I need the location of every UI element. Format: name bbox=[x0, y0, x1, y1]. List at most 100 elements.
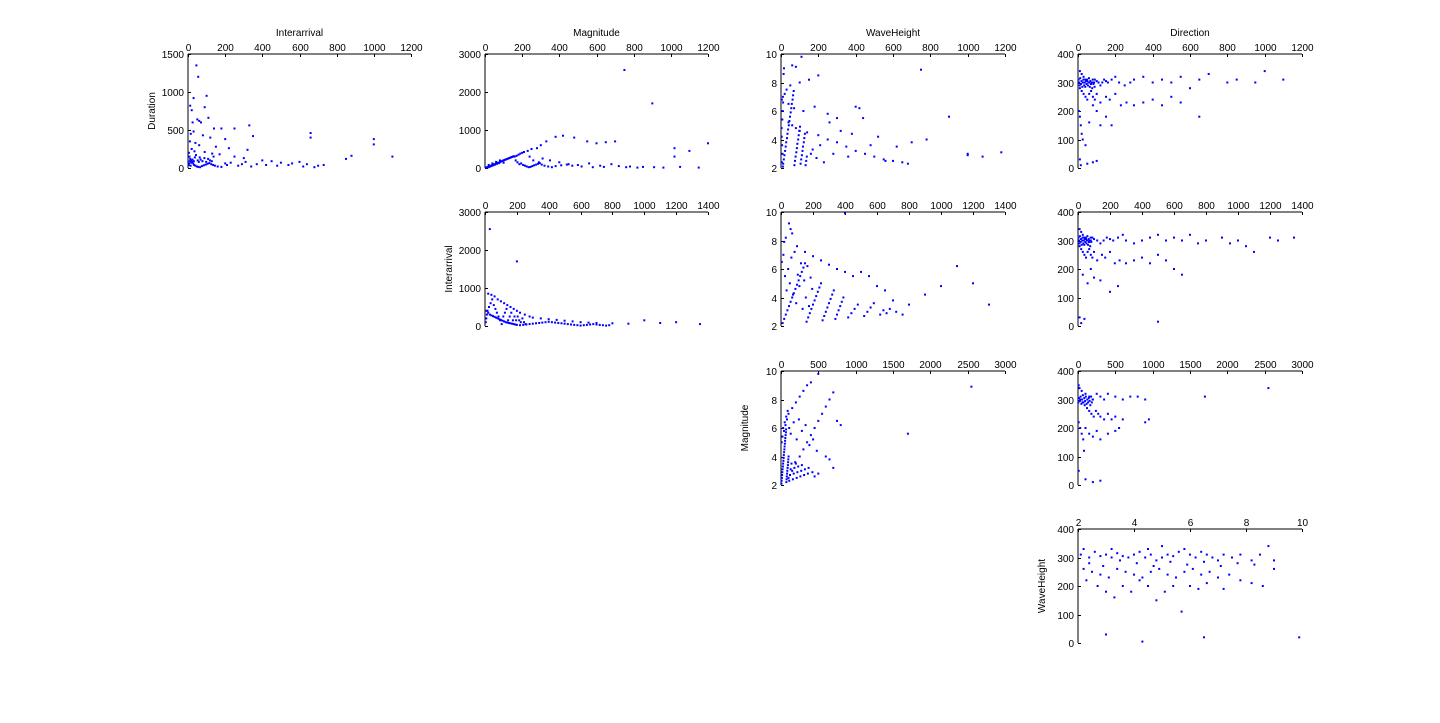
data-point bbox=[521, 151, 524, 154]
data-point bbox=[1198, 115, 1201, 118]
data-point bbox=[988, 303, 990, 306]
data-point bbox=[1088, 556, 1091, 559]
data-point bbox=[809, 276, 812, 279]
data-point bbox=[876, 285, 878, 288]
data-point bbox=[806, 265, 809, 268]
x-tick-label: 800 bbox=[329, 43, 346, 54]
data-point bbox=[781, 144, 784, 147]
data-point bbox=[1239, 579, 1242, 582]
data-point bbox=[803, 468, 806, 471]
data-point bbox=[1149, 553, 1152, 556]
data-point bbox=[780, 476, 783, 479]
data-point bbox=[188, 155, 191, 158]
x-tick-label: 600 bbox=[869, 201, 886, 212]
data-point bbox=[837, 309, 840, 312]
panel-title: Direction bbox=[1170, 28, 1209, 39]
data-point bbox=[1129, 395, 1132, 398]
data-point bbox=[499, 319, 502, 322]
x-tick-label: 400 bbox=[541, 201, 558, 212]
data-point bbox=[1152, 565, 1155, 567]
data-point bbox=[831, 293, 834, 296]
data-point bbox=[563, 322, 566, 325]
data-point bbox=[1080, 82, 1082, 85]
data-point bbox=[229, 161, 232, 164]
data-point bbox=[1089, 82, 1092, 85]
data-point bbox=[1078, 158, 1081, 161]
data-point bbox=[1085, 82, 1088, 85]
data-point bbox=[391, 155, 394, 158]
data-point bbox=[1089, 268, 1092, 270]
data-point bbox=[611, 322, 614, 325]
data-point bbox=[839, 129, 842, 132]
data-point bbox=[817, 472, 820, 475]
x-tick-label: 0 bbox=[1076, 201, 1082, 212]
data-point bbox=[697, 166, 700, 169]
data-point bbox=[1169, 560, 1172, 563]
data-point bbox=[579, 324, 582, 327]
data-point bbox=[789, 468, 792, 471]
data-point bbox=[808, 78, 810, 81]
data-point bbox=[539, 144, 542, 147]
data-point bbox=[511, 319, 514, 322]
data-point bbox=[501, 319, 504, 322]
data-point bbox=[1179, 75, 1182, 78]
y-tick-label: 300 bbox=[1057, 79, 1074, 90]
data-point bbox=[488, 228, 491, 231]
data-point bbox=[1084, 395, 1087, 398]
data-point bbox=[812, 438, 815, 441]
data-point bbox=[518, 163, 521, 166]
data-point bbox=[1087, 238, 1090, 241]
data-point bbox=[788, 305, 790, 308]
data-point bbox=[514, 323, 517, 326]
data-point bbox=[824, 405, 827, 408]
data-point bbox=[1282, 78, 1285, 81]
data-point bbox=[1226, 81, 1229, 84]
data-point bbox=[817, 134, 820, 137]
x-tick-label: 1400 bbox=[994, 201, 1017, 212]
data-point bbox=[783, 317, 786, 320]
data-point bbox=[494, 307, 497, 310]
x-tick-label: 10 bbox=[1297, 518, 1309, 529]
data-point bbox=[819, 144, 822, 147]
data-point bbox=[608, 324, 611, 327]
x-tick-label: 800 bbox=[901, 201, 918, 212]
data-point bbox=[1079, 240, 1082, 243]
data-point bbox=[782, 101, 785, 104]
data-point bbox=[828, 302, 830, 305]
data-point bbox=[792, 421, 795, 424]
data-point bbox=[535, 322, 537, 325]
data-point bbox=[781, 322, 784, 325]
x-tick-label: 2000 bbox=[1216, 360, 1239, 371]
data-point bbox=[1172, 555, 1175, 558]
data-point bbox=[486, 309, 489, 312]
data-point bbox=[1089, 80, 1092, 83]
data-point bbox=[783, 240, 786, 243]
data-point bbox=[1092, 415, 1095, 418]
data-point bbox=[1088, 239, 1091, 242]
data-point bbox=[784, 437, 787, 439]
data-point bbox=[498, 318, 501, 321]
data-point bbox=[205, 94, 208, 97]
data-point bbox=[1078, 387, 1081, 390]
data-point bbox=[782, 462, 785, 465]
data-point bbox=[1096, 585, 1099, 587]
data-point bbox=[781, 110, 784, 112]
data-point bbox=[908, 303, 910, 306]
data-point bbox=[651, 102, 654, 105]
data-point bbox=[1088, 85, 1091, 88]
data-point bbox=[510, 311, 513, 314]
x-tick-label: 800 bbox=[1198, 201, 1215, 212]
data-point bbox=[791, 296, 794, 299]
data-point bbox=[786, 469, 789, 472]
data-point bbox=[1114, 429, 1117, 432]
y-tick-label: 8 bbox=[771, 396, 777, 407]
data-point bbox=[792, 293, 794, 296]
y-tick-label: 300 bbox=[1057, 237, 1074, 248]
data-point bbox=[1102, 565, 1105, 567]
data-point bbox=[198, 119, 201, 122]
data-point bbox=[804, 424, 807, 427]
data-point bbox=[505, 307, 508, 310]
data-point bbox=[523, 151, 525, 153]
data-point bbox=[550, 166, 553, 169]
data-point bbox=[788, 427, 791, 429]
